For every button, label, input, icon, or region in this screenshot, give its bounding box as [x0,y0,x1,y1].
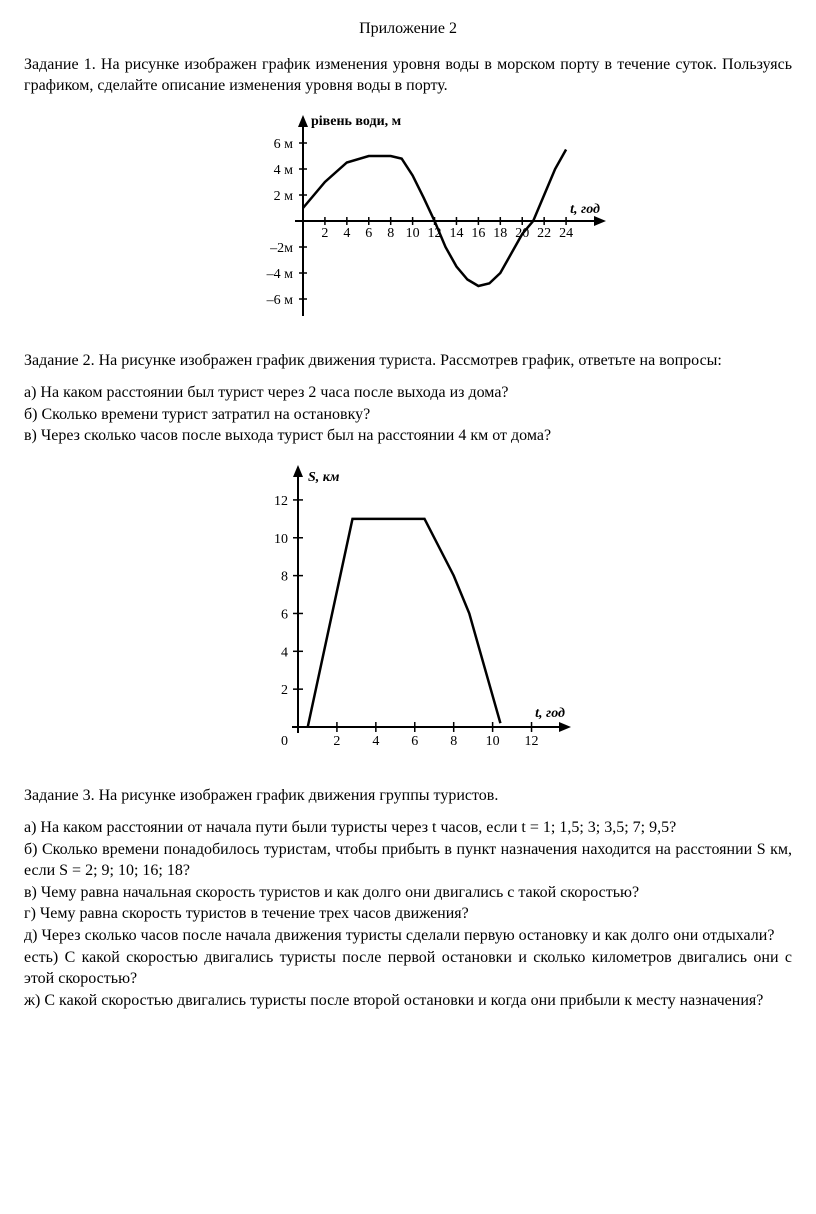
svg-text:8: 8 [387,226,394,241]
tourist-chart: 2 4 6 8 10 12 2 4 6 8 10 12 0 S, км t, год [243,461,573,761]
page-title: Приложение 2 [24,18,792,40]
svg-text:10: 10 [486,734,500,749]
svg-text:4: 4 [372,734,379,749]
svg-text:10: 10 [406,226,420,241]
svg-text:12: 12 [525,734,539,749]
svg-text:–4 м: –4 м [266,267,294,282]
task2-intro: Задание 2. На рисунке изображен график д… [24,350,792,372]
task3-a: а) На каком расстоянии от начала пути бы… [24,817,792,839]
svg-text:6: 6 [411,734,418,749]
task2-a: а) На каком расстоянии был турист через … [24,382,792,404]
svg-text:S, км: S, км [308,470,340,485]
svg-text:0: 0 [281,734,288,749]
task3-d: д) Через сколько часов после начала движ… [24,925,792,947]
svg-text:–6 м: –6 м [266,293,294,308]
svg-text:6 м: 6 м [274,137,294,152]
svg-text:4: 4 [343,226,350,241]
svg-text:10: 10 [274,532,288,547]
svg-text:8: 8 [281,569,288,584]
task1-chart: 2 м4 м6 м–2м–4 м–6 м24681012141618202224… [24,111,792,333]
svg-text:6: 6 [281,607,288,622]
task2-chart: 2 4 6 8 10 12 2 4 6 8 10 12 0 S, км t, год [24,461,792,768]
svg-text:4 м: 4 м [274,163,294,178]
svg-text:4: 4 [281,645,288,660]
svg-text:2: 2 [321,226,328,241]
svg-text:рівень води, м: рівень води, м [311,114,402,129]
svg-text:18: 18 [493,226,507,241]
task1-text: Задание 1. На рисунке изображен график и… [24,54,792,97]
svg-text:12: 12 [274,494,288,509]
svg-text:8: 8 [450,734,457,749]
svg-text:–2м: –2м [269,241,293,256]
svg-text:t, год: t, год [570,202,600,217]
svg-text:t, год: t, год [535,706,565,721]
water-level-chart: 2 м4 м6 м–2м–4 м–6 м24681012141618202224… [208,111,608,326]
task3-b: б) Сколько времени понадобилось туристам… [24,839,792,882]
task3-e: есть) С какой скоростью двигались турист… [24,947,792,990]
svg-text:16: 16 [471,226,485,241]
svg-text:6: 6 [365,226,372,241]
task3-intro: Задание 3. На рисунке изображен график д… [24,785,792,807]
svg-text:14: 14 [449,226,463,241]
svg-text:2: 2 [333,734,340,749]
task2-v: в) Через сколько часов после выхода тури… [24,425,792,447]
svg-text:24: 24 [559,226,573,241]
svg-text:2 м: 2 м [274,189,294,204]
svg-text:22: 22 [537,226,551,241]
svg-text:2: 2 [281,683,288,698]
task3-zh: ж) С какой скоростью двигались туристы п… [24,990,792,1012]
task3-g: г) Чему равна скорость туристов в течени… [24,903,792,925]
task3-v: в) Чему равна начальная скорость туристо… [24,882,792,904]
task2-b: б) Сколько времени турист затратил на ос… [24,404,792,426]
